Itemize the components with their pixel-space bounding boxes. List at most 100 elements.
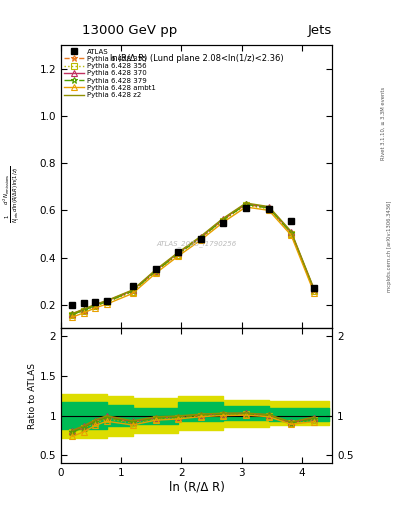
Pythia 6.428 ambt1 [70, 314, 75, 320]
Pythia 6.428 355 [105, 298, 109, 305]
Pythia 6.428 356 [312, 288, 316, 294]
Pythia 6.428 356 [93, 303, 97, 309]
Pythia 6.428 356 [130, 289, 135, 295]
Pythia 6.428 356 [198, 236, 203, 242]
Pythia 6.428 355 [312, 287, 316, 293]
Pythia 6.428 370 [289, 229, 294, 235]
Pythia 6.428 379 [93, 303, 97, 309]
ATLAS [93, 298, 97, 305]
ATLAS [153, 266, 158, 272]
ATLAS [130, 283, 135, 289]
Pythia 6.428 379 [289, 230, 294, 236]
Pythia 6.428 370 [81, 307, 86, 313]
Pythia 6.428 z2 [81, 306, 86, 312]
Text: Rivet 3.1.10, ≥ 3.3M events: Rivet 3.1.10, ≥ 3.3M events [381, 86, 386, 160]
Pythia 6.428 z2 [153, 267, 158, 273]
Pythia 6.428 355 [198, 235, 203, 241]
Pythia 6.428 379 [220, 217, 225, 223]
Pythia 6.428 z2 [175, 249, 180, 255]
Pythia 6.428 370 [312, 286, 316, 292]
Line: Pythia 6.428 z2: Pythia 6.428 z2 [72, 203, 314, 313]
Pythia 6.428 ambt1 [266, 207, 271, 214]
Line: Pythia 6.428 370: Pythia 6.428 370 [69, 201, 317, 317]
Pythia 6.428 379 [105, 298, 109, 305]
Pythia 6.428 355 [130, 288, 135, 294]
Text: ln(R/Δ R) (Lund plane 2.08<ln(1/z)<2.36): ln(R/Δ R) (Lund plane 2.08<ln(1/z)<2.36) [110, 54, 283, 62]
Pythia 6.428 370 [93, 302, 97, 308]
Pythia 6.428 355 [289, 230, 294, 236]
Pythia 6.428 356 [105, 300, 109, 306]
ATLAS [198, 236, 203, 242]
Pythia 6.428 ambt1 [289, 232, 294, 238]
Pythia 6.428 370 [220, 216, 225, 222]
Pythia 6.428 370 [153, 267, 158, 273]
Pythia 6.428 ambt1 [130, 290, 135, 296]
Pythia 6.428 355 [266, 205, 271, 211]
Line: Pythia 6.428 356: Pythia 6.428 356 [69, 202, 317, 318]
Pythia 6.428 379 [198, 234, 203, 241]
Pythia 6.428 z2 [105, 297, 109, 304]
Pythia 6.428 ambt1 [81, 310, 86, 316]
Pythia 6.428 z2 [93, 301, 97, 307]
Pythia 6.428 370 [70, 311, 75, 317]
Pythia 6.428 ambt1 [105, 301, 109, 307]
Pythia 6.428 ambt1 [220, 219, 225, 225]
Pythia 6.428 379 [81, 307, 86, 313]
Pythia 6.428 379 [266, 205, 271, 211]
Pythia 6.428 355 [81, 307, 86, 313]
ATLAS [244, 205, 248, 211]
ATLAS [266, 206, 271, 212]
Y-axis label: Ratio to ATLAS: Ratio to ATLAS [28, 363, 37, 429]
Text: ATLAS_2020_I1790256: ATLAS_2020_I1790256 [156, 240, 237, 247]
Pythia 6.428 356 [289, 231, 294, 237]
Pythia 6.428 z2 [70, 310, 75, 316]
Text: mcplots.cern.ch [arXiv:1306.3436]: mcplots.cern.ch [arXiv:1306.3436] [387, 200, 392, 291]
Pythia 6.428 355 [153, 268, 158, 274]
Pythia 6.428 355 [70, 311, 75, 317]
ATLAS [312, 285, 316, 291]
ATLAS [70, 302, 75, 308]
Pythia 6.428 ambt1 [153, 270, 158, 276]
X-axis label: ln (R/Δ R): ln (R/Δ R) [169, 481, 224, 494]
Text: $\frac{1}{N_\mathrm{jets}}\frac{d^2 N_\mathrm{emissions}}{d\ln(R/\Delta R)\,\ln(: $\frac{1}{N_\mathrm{jets}}\frac{d^2 N_\m… [2, 166, 22, 223]
Pythia 6.428 370 [266, 204, 271, 210]
Line: Pythia 6.428 ambt1: Pythia 6.428 ambt1 [69, 204, 317, 320]
Pythia 6.428 356 [70, 312, 75, 318]
Pythia 6.428 ambt1 [175, 253, 180, 260]
Pythia 6.428 ambt1 [312, 289, 316, 295]
Pythia 6.428 356 [81, 308, 86, 314]
Pythia 6.428 ambt1 [93, 305, 97, 311]
Pythia 6.428 z2 [312, 286, 316, 292]
Pythia 6.428 356 [244, 202, 248, 208]
Pythia 6.428 370 [244, 201, 248, 207]
ATLAS [81, 300, 86, 306]
ATLAS [175, 249, 180, 255]
Text: 13000 GeV pp: 13000 GeV pp [82, 24, 177, 37]
Pythia 6.428 z2 [266, 203, 271, 209]
Pythia 6.428 370 [198, 234, 203, 240]
Pythia 6.428 379 [312, 287, 316, 293]
Text: Jets: Jets [308, 24, 332, 37]
Pythia 6.428 379 [175, 251, 180, 257]
Pythia 6.428 356 [153, 269, 158, 275]
Pythia 6.428 370 [105, 298, 109, 304]
Pythia 6.428 379 [153, 268, 158, 274]
Line: Pythia 6.428 379: Pythia 6.428 379 [69, 201, 317, 317]
Line: ATLAS: ATLAS [69, 205, 317, 308]
Legend: ATLAS, Pythia 6.428 355, Pythia 6.428 356, Pythia 6.428 370, Pythia 6.428 379, P: ATLAS, Pythia 6.428 355, Pythia 6.428 35… [63, 47, 157, 99]
Pythia 6.428 379 [244, 201, 248, 207]
ATLAS [105, 297, 109, 304]
Pythia 6.428 355 [93, 303, 97, 309]
ATLAS [220, 220, 225, 226]
Pythia 6.428 370 [130, 287, 135, 293]
Line: Pythia 6.428 355: Pythia 6.428 355 [69, 201, 317, 317]
Pythia 6.428 z2 [289, 228, 294, 234]
Pythia 6.428 ambt1 [198, 237, 203, 243]
Pythia 6.428 356 [220, 218, 225, 224]
Pythia 6.428 379 [130, 288, 135, 294]
Pythia 6.428 379 [70, 311, 75, 317]
Pythia 6.428 ambt1 [244, 204, 248, 210]
Pythia 6.428 z2 [244, 200, 248, 206]
Pythia 6.428 z2 [198, 233, 203, 240]
Pythia 6.428 356 [266, 206, 271, 212]
